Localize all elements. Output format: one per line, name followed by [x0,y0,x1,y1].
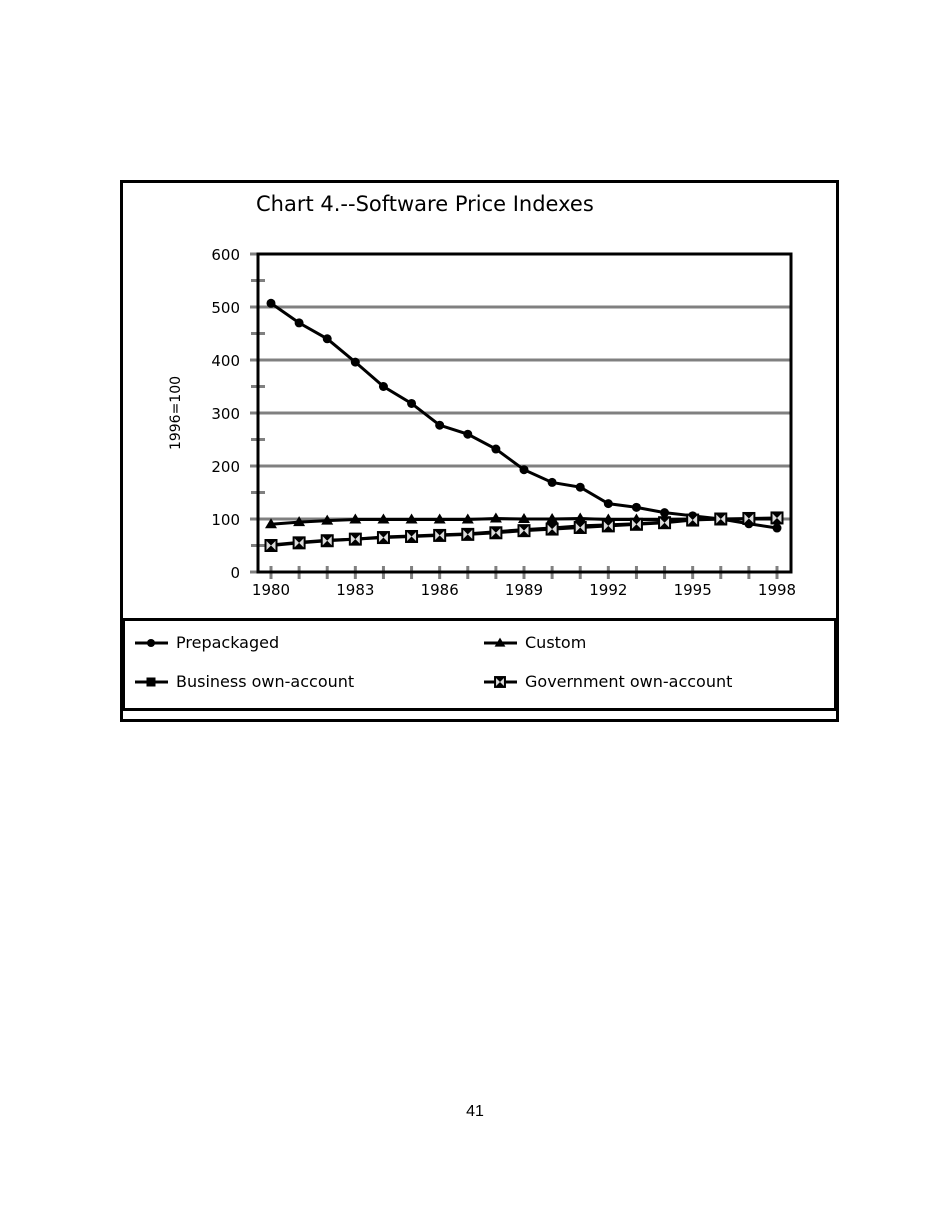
hourglass-marker-fill [575,522,586,533]
hourglass-marker-fill [519,525,529,536]
circle-marker [603,499,613,509]
circle-marker [491,444,501,454]
legend-label: Prepackaged [176,633,279,652]
circle-marker [322,334,332,344]
triangle-marker [265,518,277,529]
hourglass-marker-fill [350,534,361,545]
y-tick-label: 500 [211,299,240,317]
x-tick-label: 1986 [421,581,459,599]
legend-item: Government own-account [484,672,732,691]
circle-marker [575,482,585,492]
circle-marker [378,382,388,391]
y-tick-label: 100 [211,511,240,529]
hourglass-marker-fill [715,514,726,524]
triangle-marker [489,512,502,523]
legend-item: Prepackaged [135,633,279,652]
hourglass-marker-fill [434,530,445,541]
triangle-marker [546,513,559,523]
hourglass-marker-fill [687,515,698,526]
y-tick-label: 0 [230,564,240,582]
series-government-own-account [264,511,784,552]
circle-marker [146,638,156,648]
x-axis-ticks: 1980 1983 1986 1989 1992 1995 1998 [252,566,796,599]
hourglass-marker-fill [547,524,558,535]
hourglass-marker-fill [743,513,754,524]
hourglass-marker-fill [406,531,417,542]
hourglass-marker-fill [266,540,276,551]
hourglass-marker-fill [462,529,473,540]
triangle-marker [461,513,474,524]
circle-marker [407,398,417,408]
circle-marker [463,429,473,439]
y-tick-label: 300 [211,405,240,423]
hourglass-marker-fill [659,517,670,528]
circle-marker [266,298,276,308]
triangle-marker [494,637,506,647]
circle-marker [547,477,557,487]
y-tick-label: 200 [211,458,240,476]
circle-marker [519,465,529,475]
hourglass-marker-fill [322,535,333,546]
hourglass-marker-fill [772,512,782,523]
legend-items: Prepackaged Custom Business own-account Gov… [135,633,732,691]
legend-label: Business own-account [176,672,354,691]
legend-label: Government own-account [525,672,732,691]
triangle-marker [321,514,334,525]
triangle-marker [574,512,587,523]
triangle-marker [433,513,446,524]
x-tick-label: 1992 [589,581,627,599]
square-marker [146,677,156,687]
legend-label: Custom [525,633,586,652]
circle-marker [772,523,782,533]
triangle-marker [518,513,530,523]
x-tick-label: 1980 [252,581,290,599]
y-tick-label: 400 [211,352,240,370]
hourglass-marker-fill [495,677,505,687]
circle-marker [631,502,641,512]
x-tick-label: 1983 [336,581,374,599]
triangle-marker [377,513,390,524]
page-number: 41 [466,1103,484,1120]
circle-marker [350,357,360,367]
y-tick-label: 600 [211,246,240,264]
triangle-marker [405,513,418,524]
data-series [264,298,784,552]
hourglass-marker-fill [294,537,305,548]
triangle-marker [293,516,306,527]
triangle-marker [349,513,362,524]
hourglass-marker-fill [603,520,614,531]
legend-item: Business own-account [135,672,354,691]
legend [122,618,837,711]
x-tick-label: 1998 [758,581,796,599]
y-axis-label: 1996=100 [168,376,184,450]
hourglass-marker-fill [378,532,389,543]
x-tick-label: 1995 [674,581,712,599]
circle-marker [294,318,304,328]
circle-marker [435,420,445,430]
chart-title: Chart 4.--Software Price Indexes [256,192,594,216]
hourglass-marker-fill [490,527,501,538]
legend-item: Custom [484,633,586,652]
circle-marker [660,508,670,518]
hourglass-marker-fill [631,519,642,530]
x-tick-label: 1989 [505,581,543,599]
plot-area [256,252,793,574]
